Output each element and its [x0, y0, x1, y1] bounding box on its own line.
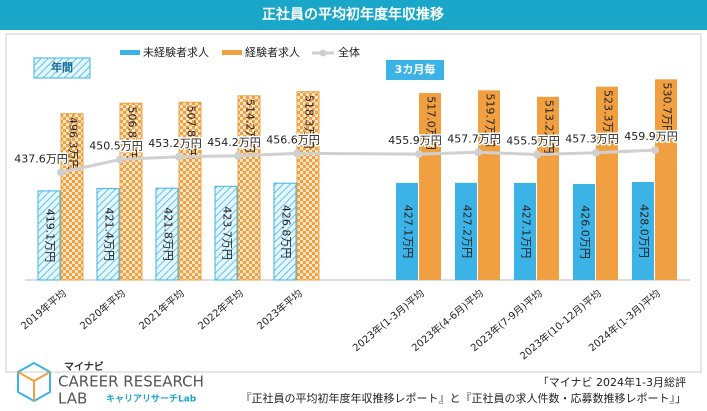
value-label: 423.7万円 [221, 206, 234, 260]
legend-swatch [120, 50, 140, 55]
bar [514, 182, 536, 280]
bar [537, 96, 559, 280]
line-value-label: 450.5万円 [89, 140, 143, 153]
value-label: 419.1万円 [44, 209, 57, 263]
line-value-label: 456.6万円 [266, 133, 320, 146]
logo-brand: マイナビ [64, 360, 104, 373]
bar [296, 91, 320, 281]
section-box [386, 60, 444, 80]
line-point [592, 148, 600, 157]
logo-line2: LAB [58, 390, 87, 408]
line-point [234, 151, 242, 160]
bar [214, 185, 238, 281]
logo-line1: CAREER RESEARCH [58, 373, 204, 391]
value-label: 421.4万円 [103, 208, 116, 261]
line-point [116, 155, 124, 164]
legend-label: 未経験者求人 [143, 45, 209, 59]
line-value-label: 437.6万円 [14, 152, 68, 165]
bar [573, 184, 595, 280]
bar [119, 102, 143, 281]
line-point [175, 152, 183, 161]
value-label: 530.7万円 [661, 83, 674, 137]
bar [37, 190, 61, 281]
legend-label: 経験者求人 [245, 45, 300, 59]
value-label: 421.8万円 [162, 207, 175, 261]
value-label: 517.0万円 [425, 96, 438, 150]
line-value-label: 454.2万円 [207, 136, 261, 149]
title-bar [0, 0, 707, 30]
source: 『正社員の平均初年度年収推移レポート』と『正社員の求人件数・応募数推移レポート』… [241, 391, 687, 405]
source: 「マイナビ 2024年1-3月総評 [538, 375, 686, 389]
line [60, 148, 656, 174]
bar [455, 182, 477, 280]
line-point [474, 148, 482, 157]
line-point [533, 150, 541, 159]
bar [396, 182, 418, 280]
bar [655, 79, 677, 280]
value-label: 514.2万円 [244, 99, 257, 153]
bar [96, 188, 120, 281]
panel [5, 33, 702, 373]
value-label: 428.0万円 [638, 204, 651, 258]
bar [478, 90, 500, 280]
logo-sub: キャリアリサーチLab [106, 394, 197, 405]
value-label: 506.8万円 [126, 106, 139, 160]
value-label: 427.2万円 [461, 205, 474, 259]
value-label: 507.8万円 [185, 105, 198, 159]
line-point [651, 146, 659, 155]
value-label: 426.0万円 [579, 205, 592, 259]
section-label: 年間 [51, 60, 73, 74]
value-label: 523.3万円 [602, 90, 615, 144]
logo: マイナビ CAREER RESEARCH LAB キャリアリサーチLab [17, 360, 204, 408]
bar [60, 113, 84, 281]
value-label: 519.7万円 [484, 94, 497, 148]
legend-label: 全体 [338, 45, 360, 59]
legend-swatch [222, 50, 242, 55]
line-value-label: 455.9万円 [388, 134, 442, 147]
value-label: 427.1万円 [402, 205, 415, 259]
value-label: 496.3万円 [67, 117, 80, 171]
bar [178, 101, 202, 281]
value-label: 427.1万円 [520, 205, 533, 259]
line-value-label: 455.5万円 [506, 135, 560, 148]
section-box [33, 57, 91, 79]
bar [419, 93, 441, 280]
bar [273, 182, 297, 281]
bar [237, 95, 261, 281]
chart-title: 正社員の平均初年度年収推移 [262, 6, 444, 23]
section-label: 3カ月毎 [395, 62, 436, 76]
line-value-label: 453.2万円 [148, 137, 202, 150]
line-value-label: 459.9万円 [624, 130, 678, 143]
bar [632, 182, 654, 280]
bar [596, 86, 618, 280]
line-point [293, 149, 301, 158]
value-label: 518.3万円 [303, 95, 316, 149]
value-label: 426.8万円 [280, 205, 293, 259]
legend-swatch [319, 49, 327, 57]
value-label: 513.2万円 [543, 100, 556, 154]
line-point [415, 150, 423, 159]
bar [155, 187, 179, 281]
line-value-label: 457.3万円 [565, 133, 619, 146]
line-value-label: 457.7万円 [447, 132, 501, 145]
line-point [57, 168, 65, 177]
